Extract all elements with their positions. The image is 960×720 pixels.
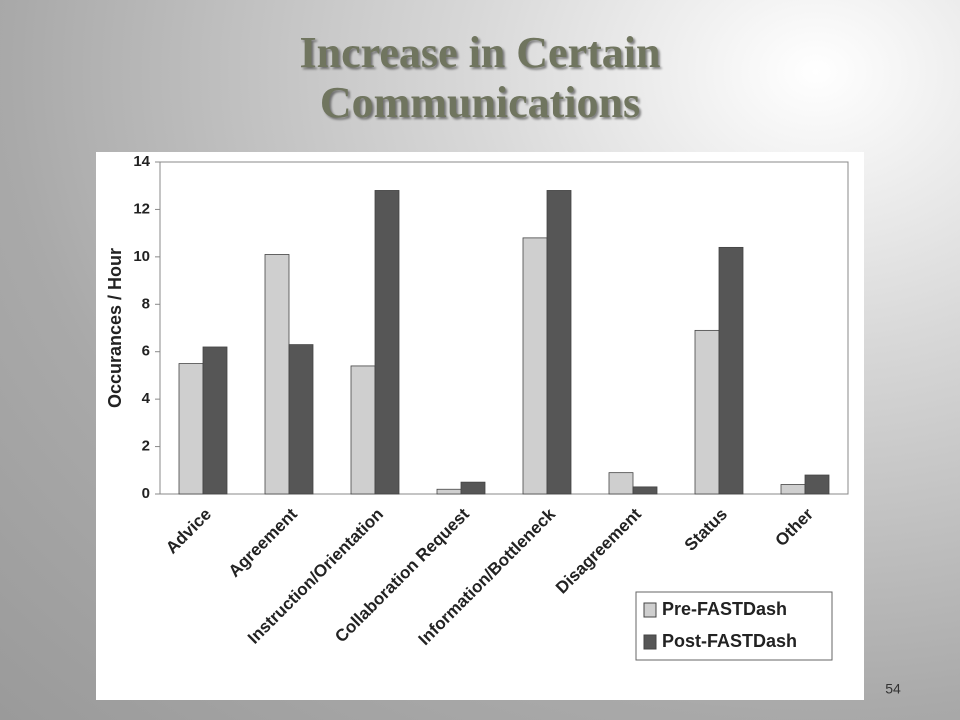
bar [288, 344, 314, 495]
bar [264, 254, 290, 495]
y-tick-label: 12 [133, 200, 150, 217]
y-axis-label: Occurances / Hour [105, 248, 125, 408]
y-tick-label: 6 [142, 343, 150, 360]
bar [202, 346, 228, 495]
y-tick-label: 2 [142, 438, 150, 455]
legend-swatch [643, 634, 657, 650]
bar [780, 484, 806, 495]
bar [546, 190, 572, 495]
bar [374, 190, 400, 495]
legend-box [635, 591, 833, 661]
bar [522, 237, 548, 495]
bar [632, 486, 658, 495]
y-tick-label: 4 [142, 390, 151, 407]
legend-swatch [643, 602, 657, 618]
y-tick-label: 10 [133, 248, 150, 265]
page-number: 54 [885, 681, 901, 697]
bar [436, 488, 462, 495]
bar [350, 365, 376, 495]
plot-frame [159, 161, 849, 495]
slide-title: Increase in Certain Communications [299, 28, 661, 127]
y-tick-label: 8 [142, 295, 150, 312]
bar [178, 363, 204, 495]
legend-label: Post-FASTDash [662, 631, 797, 651]
legend-label: Pre-FASTDash [662, 599, 787, 619]
bar [460, 481, 486, 495]
bar [718, 246, 744, 495]
bar [608, 472, 634, 495]
y-tick-label: 14 [133, 153, 150, 170]
bar [804, 474, 830, 495]
bar [694, 329, 720, 495]
y-tick-label: 0 [142, 485, 150, 502]
